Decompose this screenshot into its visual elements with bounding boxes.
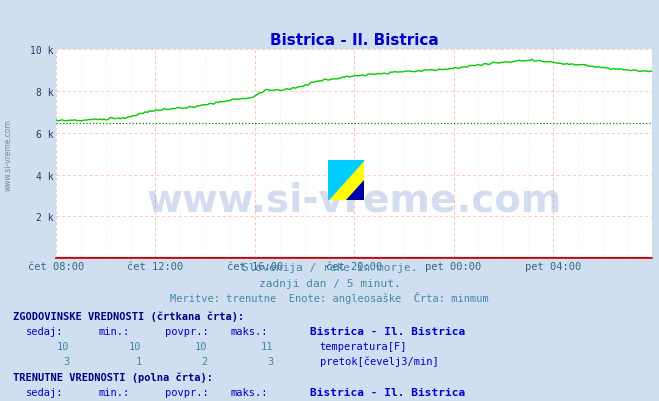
Text: www.si-vreme.com: www.si-vreme.com [146,181,562,219]
Text: 1: 1 [136,356,142,367]
Text: 10: 10 [129,341,142,351]
Text: 2: 2 [202,356,208,367]
Text: pretok[čevelj3/min]: pretok[čevelj3/min] [320,356,438,367]
Text: temperatura[F]: temperatura[F] [320,341,407,351]
Text: TRENUTNE VREDNOSTI (polna črta):: TRENUTNE VREDNOSTI (polna črta): [13,371,213,382]
Text: 3: 3 [268,356,273,367]
Text: maks.:: maks.: [231,387,268,397]
Text: maks.:: maks.: [231,326,268,336]
Text: 11: 11 [261,341,273,351]
Text: Bistrica - Il. Bistrica: Bistrica - Il. Bistrica [310,326,465,336]
Text: ZGODOVINSKE VREDNOSTI (črtkana črta):: ZGODOVINSKE VREDNOSTI (črtkana črta): [13,310,244,321]
Text: www.si-vreme.com: www.si-vreme.com [3,119,13,190]
Polygon shape [328,160,364,200]
Text: povpr.:: povpr.: [165,326,208,336]
Polygon shape [328,160,364,200]
Text: sedaj:: sedaj: [26,387,64,397]
Text: Meritve: trenutne  Enote: angleosaške  Črta: minmum: Meritve: trenutne Enote: angleosaške Črt… [170,291,489,303]
Text: 10: 10 [57,341,69,351]
Text: sedaj:: sedaj: [26,326,64,336]
Text: povpr.:: povpr.: [165,387,208,397]
Text: zadnji dan / 5 minut.: zadnji dan / 5 minut. [258,278,401,288]
Title: Bistrica - Il. Bistrica: Bistrica - Il. Bistrica [270,32,439,48]
Text: min.:: min.: [99,326,130,336]
Text: 3: 3 [63,356,69,367]
Polygon shape [347,180,364,200]
Text: Slovenija / reke in morje.: Slovenija / reke in morje. [242,263,417,273]
Text: Bistrica - Il. Bistrica: Bistrica - Il. Bistrica [310,387,465,397]
Text: min.:: min.: [99,387,130,397]
Text: 10: 10 [195,341,208,351]
